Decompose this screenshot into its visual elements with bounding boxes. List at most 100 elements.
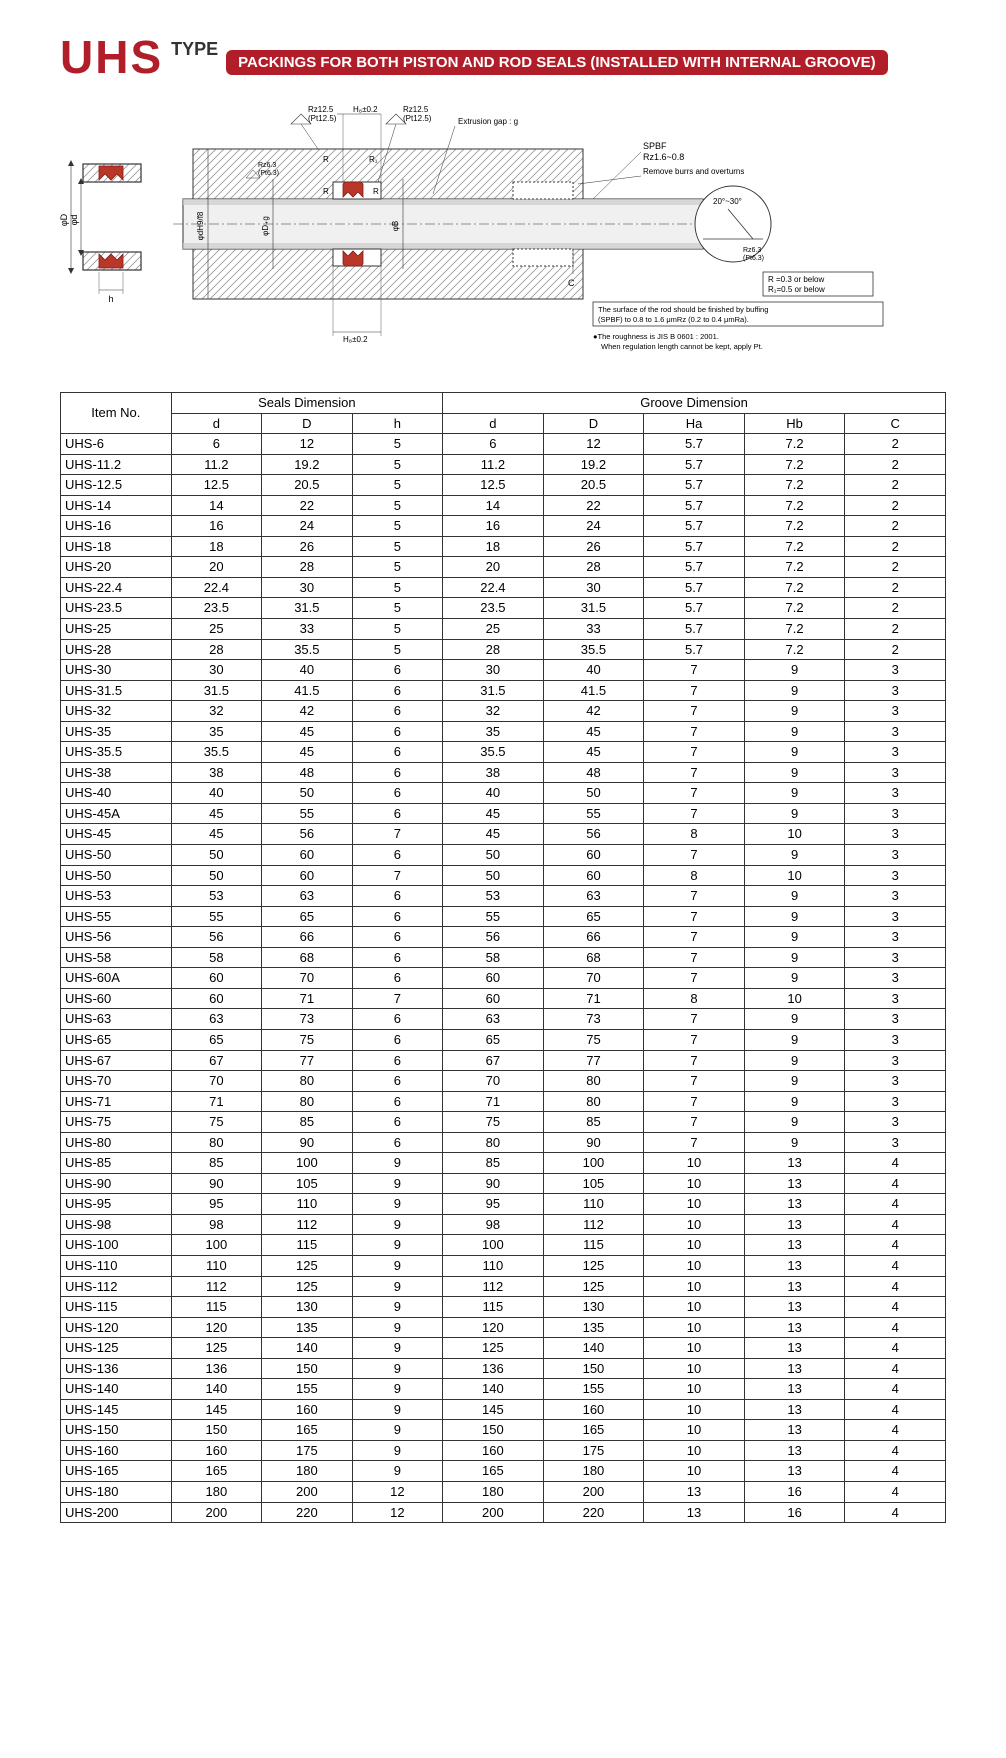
cell-value: 56 <box>262 824 353 845</box>
cell-value: 145 <box>171 1399 262 1420</box>
table-row: UHS-505060750608103 <box>61 865 946 886</box>
cell-value: 75 <box>443 1112 544 1133</box>
cell-value: 3 <box>845 1091 946 1112</box>
cell-value: 160 <box>171 1440 262 1461</box>
cell-value: 7 <box>644 803 745 824</box>
cell-value: 35.5 <box>171 742 262 763</box>
cell-value: 35.5 <box>543 639 644 660</box>
cell-value: 38 <box>443 762 544 783</box>
cell-value: 5.7 <box>644 516 745 537</box>
cell-value: 5 <box>352 495 443 516</box>
cell-value: 9 <box>744 1091 845 1112</box>
cell-value: 75 <box>543 1029 644 1050</box>
cell-value: 7.2 <box>744 454 845 475</box>
table-row: UHS-100100115910011510134 <box>61 1235 946 1256</box>
cell-value: 7.2 <box>744 434 845 455</box>
cell-value: 20.5 <box>262 475 353 496</box>
cell-value: 80 <box>171 1132 262 1153</box>
cell-value: 3 <box>845 1071 946 1092</box>
cell-value: 8 <box>644 824 745 845</box>
cell-value: 7.2 <box>744 619 845 640</box>
cell-value: 3 <box>845 742 946 763</box>
cell-value: 9 <box>744 660 845 681</box>
cell-value: 7 <box>644 762 745 783</box>
cell-value: 140 <box>171 1379 262 1400</box>
cell-value: 2 <box>845 475 946 496</box>
cell-value: 2 <box>845 495 946 516</box>
cell-value: 5.7 <box>644 434 745 455</box>
cell-value: 9 <box>744 1112 845 1133</box>
cell-value: 12 <box>543 434 644 455</box>
cell-item-no: UHS-145 <box>61 1399 172 1420</box>
cell-value: 105 <box>262 1173 353 1194</box>
cell-value: 4 <box>845 1420 946 1441</box>
cell-value: 71 <box>543 988 644 1009</box>
cell-item-no: UHS-20 <box>61 557 172 578</box>
th-d: d <box>171 413 262 434</box>
cell-value: 3 <box>845 886 946 907</box>
cell-value: 85 <box>171 1153 262 1174</box>
table-row: UHS-1801802001218020013164 <box>61 1481 946 1502</box>
C-label: C <box>568 278 575 288</box>
cell-value: 150 <box>543 1358 644 1379</box>
cell-value: 40 <box>262 660 353 681</box>
cell-value: 6 <box>352 1091 443 1112</box>
table-row: UHS-56566665666793 <box>61 927 946 948</box>
spbf-label: SPBF <box>643 141 667 151</box>
cell-value: 10 <box>644 1440 745 1461</box>
cell-value: 9 <box>352 1317 443 1338</box>
cell-value: 135 <box>262 1317 353 1338</box>
cell-value: 70 <box>171 1071 262 1092</box>
cell-value: 10 <box>644 1420 745 1441</box>
cell-value: 7 <box>644 1112 745 1133</box>
cell-value: 19.2 <box>262 454 353 475</box>
cell-value: 5 <box>352 475 443 496</box>
cell-value: 125 <box>171 1338 262 1359</box>
cell-value: 13 <box>644 1481 745 1502</box>
cell-value: 4 <box>845 1502 946 1523</box>
table-row: UHS-67677766777793 <box>61 1050 946 1071</box>
cell-value: 19.2 <box>543 454 644 475</box>
cell-value: 9 <box>744 947 845 968</box>
cell-value: 25 <box>171 619 262 640</box>
rz125-label-2: Rz12.5 <box>403 105 429 114</box>
cell-value: 7 <box>352 865 443 886</box>
table-row: UHS-202028520285.77.22 <box>61 557 946 578</box>
spec-table: Item No. Seals Dimension Groove Dimensio… <box>60 392 946 1523</box>
cell-value: 13 <box>744 1255 845 1276</box>
cell-value: 50 <box>171 865 262 886</box>
cell-value: 75 <box>262 1029 353 1050</box>
cell-item-no: UHS-40 <box>61 783 172 804</box>
cell-value: 9 <box>744 742 845 763</box>
cell-value: 7 <box>644 947 745 968</box>
cell-value: 7 <box>644 1050 745 1071</box>
cell-value: 7 <box>644 927 745 948</box>
cell-item-no: UHS-70 <box>61 1071 172 1092</box>
cell-value: 8 <box>644 988 745 1009</box>
cell-value: 115 <box>543 1235 644 1256</box>
table-row: UHS-161624516245.77.22 <box>61 516 946 537</box>
cell-value: 3 <box>845 865 946 886</box>
cell-item-no: UHS-60 <box>61 988 172 1009</box>
cell-value: 4 <box>845 1481 946 1502</box>
cell-value: 10 <box>644 1317 745 1338</box>
cell-value: 85 <box>543 1112 644 1133</box>
pt63r-label: (Pt6.3) <box>743 255 764 262</box>
cell-item-no: UHS-95 <box>61 1194 172 1215</box>
cell-value: 50 <box>543 783 644 804</box>
cell-value: 55 <box>171 906 262 927</box>
cell-value: 80 <box>443 1132 544 1153</box>
cell-item-no: UHS-63 <box>61 1009 172 1030</box>
cell-value: 100 <box>171 1235 262 1256</box>
cell-value: 155 <box>543 1379 644 1400</box>
cell-item-no: UHS-136 <box>61 1358 172 1379</box>
cell-value: 28 <box>443 639 544 660</box>
cell-value: 9 <box>744 762 845 783</box>
cell-item-no: UHS-125 <box>61 1338 172 1359</box>
cell-item-no: UHS-35 <box>61 721 172 742</box>
cell-value: 5.7 <box>644 577 745 598</box>
table-row: UHS-65657566575793 <box>61 1029 946 1050</box>
cell-value: 7 <box>644 1009 745 1030</box>
cell-value: 100 <box>262 1153 353 1174</box>
cell-item-no: UHS-140 <box>61 1379 172 1400</box>
